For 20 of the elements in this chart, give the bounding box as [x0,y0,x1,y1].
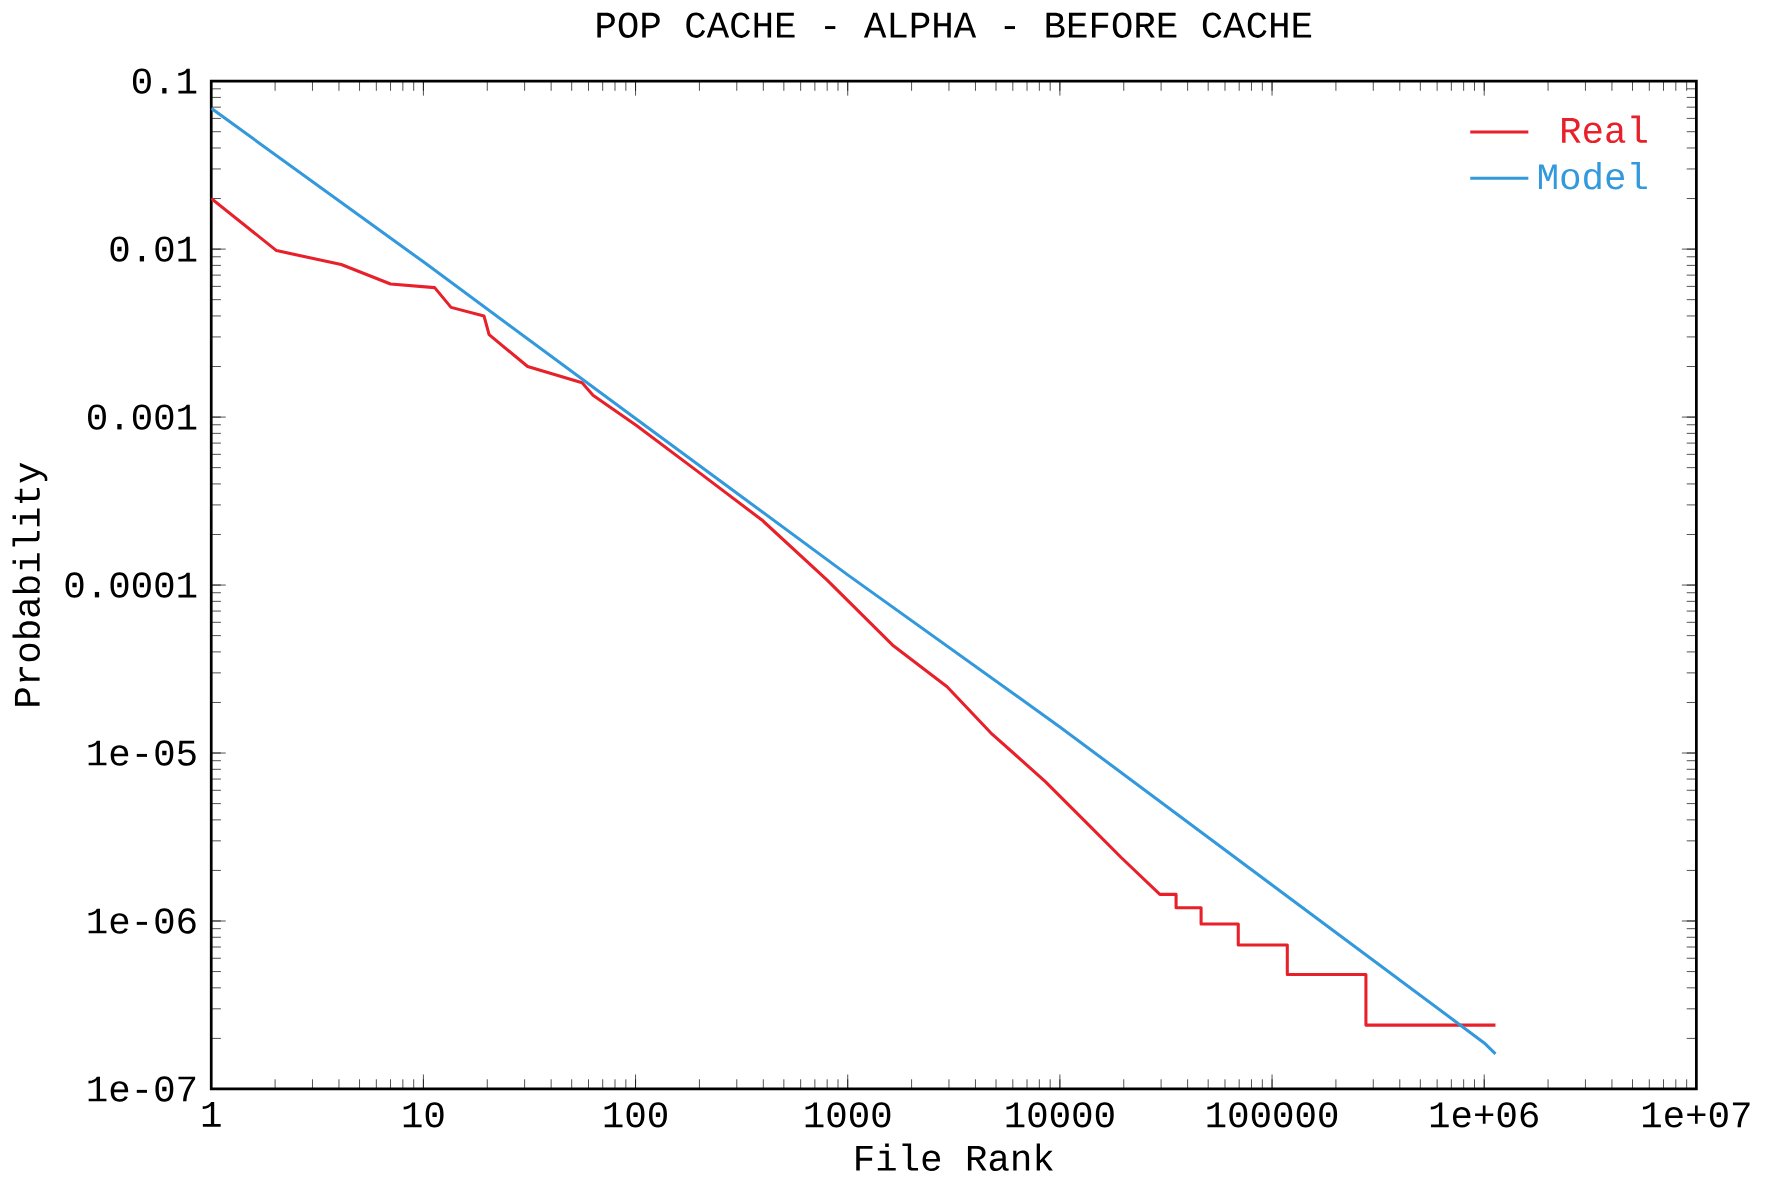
y-tick-label: 0.01 [110,236,197,262]
y-tick-label: 0.001 [88,404,197,430]
y-tick-label: 1e-06 [88,908,196,934]
chart-title: POP CACHE - ALPHA - BEFORE CACHE [597,12,1312,38]
x-axis-title: File Rank [856,1143,1053,1171]
x-tick-label: 10000 [1006,1101,1114,1128]
x-tick-label: 100000 [1207,1101,1338,1128]
y-tick-label: 1e-07 [88,1076,196,1102]
x-tick-label: 1000 [805,1101,891,1128]
y-axis-title: Probability [12,462,48,706]
y-tick-label: 0.0001 [65,572,197,598]
legend-label: Real [1562,115,1647,143]
x-tick-label: 1e+07 [1642,1101,1750,1128]
y-tick-label: 0.1 [132,68,197,94]
x-tick-label: 1e+06 [1430,1101,1538,1128]
x-tick-label: 10 [403,1101,444,1128]
x-tick-label: 100 [604,1101,667,1128]
legend-label: Model [1539,161,1647,190]
x-tick-label: 1 [202,1101,221,1127]
y-tick-label: 1e-05 [88,740,196,766]
